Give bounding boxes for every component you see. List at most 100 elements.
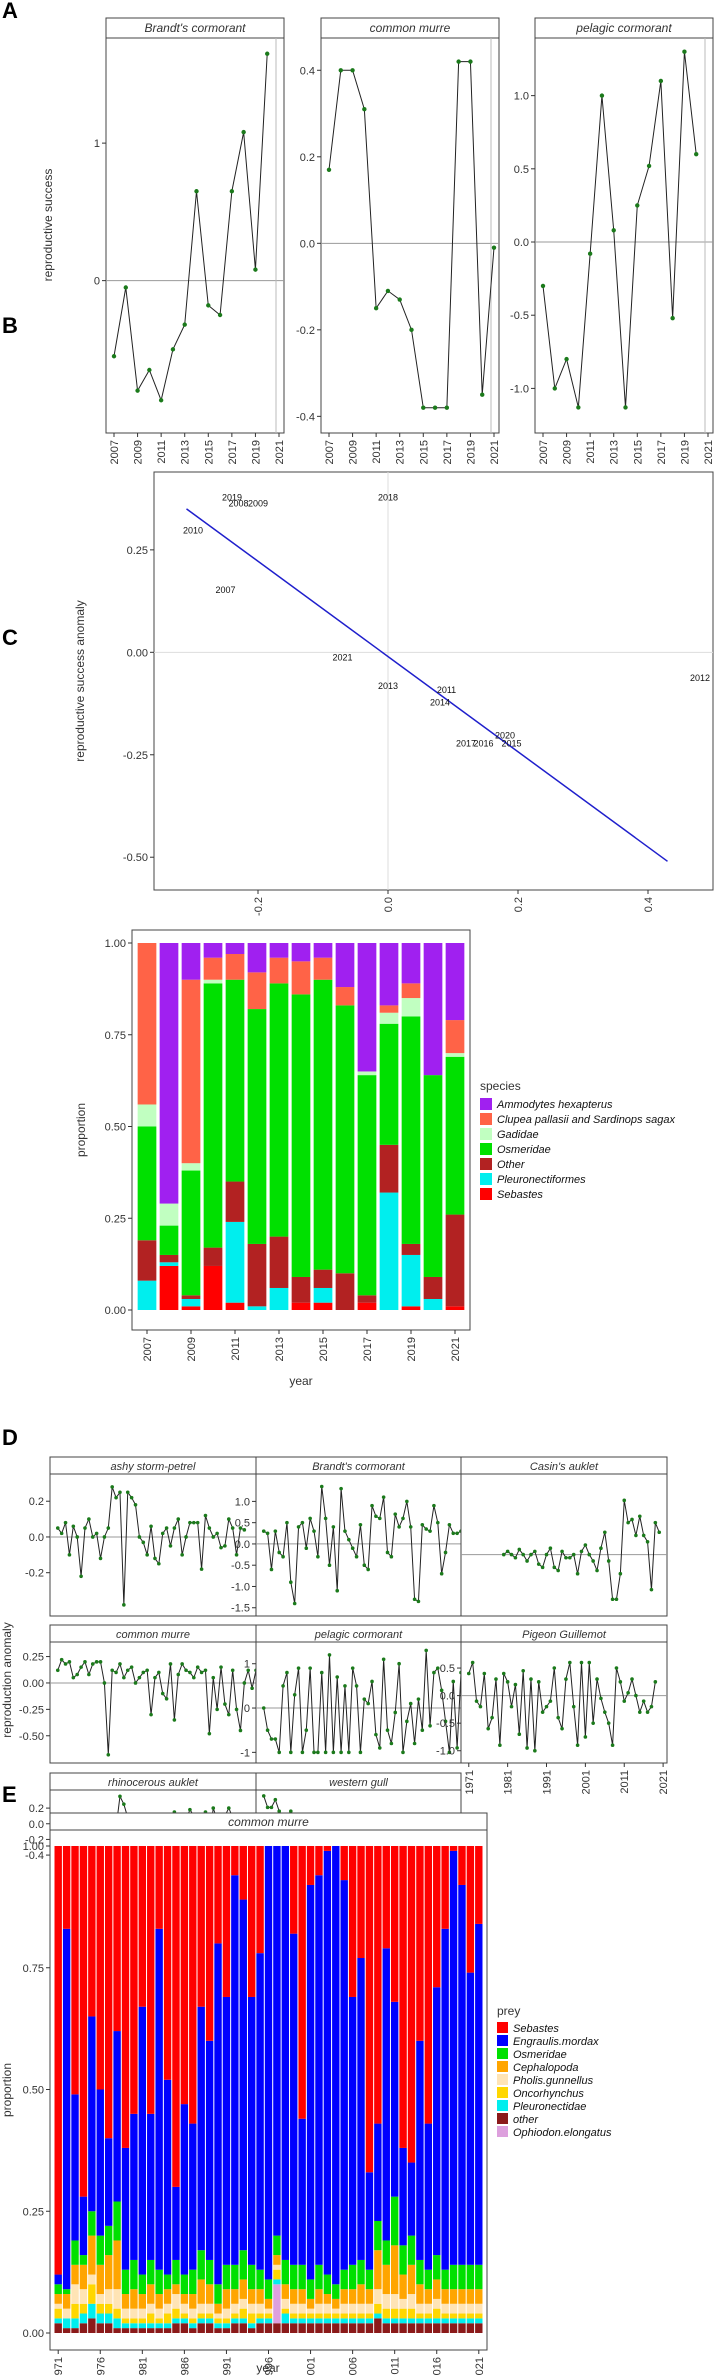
- stacked-bar-segment: [137, 1104, 157, 1127]
- stacked-bar-segment: [379, 1192, 399, 1310]
- y-tick-label: -0.2: [296, 325, 315, 337]
- stacked-bar-segment: [205, 2303, 214, 2314]
- stacked-bar-segment: [424, 2313, 433, 2319]
- x-tick-label: 2007: [324, 440, 336, 464]
- data-point: [265, 1531, 270, 1536]
- stacked-bar-segment: [79, 2313, 88, 2324]
- data-point: [595, 1677, 599, 1681]
- stacked-bar-segment: [306, 2279, 315, 2299]
- series-line: [542, 51, 697, 408]
- x-tick-label: 2011: [230, 1337, 242, 1361]
- stacked-bar-segment: [256, 2303, 264, 2314]
- y-axis-label: reproduction anomaly: [0, 1622, 14, 1737]
- stacked-bar-segment: [222, 2308, 231, 2319]
- stacked-bar-segment: [189, 2269, 197, 2295]
- stacked-bar-segment: [433, 2298, 441, 2309]
- data-point: [397, 297, 402, 302]
- stacked-bar-segment: [121, 2323, 130, 2329]
- data-point: [188, 1520, 192, 1525]
- stacked-bar-segment: [382, 2308, 390, 2319]
- x-tick-label: 2011: [156, 440, 168, 464]
- stacked-bar-segment: [54, 2284, 62, 2295]
- x-tick-label: 1981: [137, 2357, 149, 2375]
- stacked-bar-segment: [189, 2308, 197, 2319]
- data-point: [223, 1702, 227, 1706]
- stacked-bar-segment: [281, 2313, 290, 2324]
- stacked-bar-segment: [79, 2323, 88, 2333]
- stacked-bar-segment: [163, 2289, 172, 2304]
- data-point: [326, 167, 332, 172]
- stacked-bar-segment: [88, 2274, 96, 2285]
- data-point: [447, 1750, 452, 1755]
- stacked-bar-segment: [180, 2303, 189, 2314]
- stacked-bar-segment: [88, 2303, 96, 2319]
- stacked-bar-segment: [79, 2264, 88, 2290]
- stacked-bar-segment: [264, 2323, 273, 2333]
- stacked-bar-segment: [247, 943, 267, 973]
- stacked-bar-segment: [390, 2196, 399, 2246]
- stacked-bar-segment: [466, 2264, 475, 2290]
- data-point: [455, 1746, 459, 1750]
- stacked-bar-segment: [172, 2294, 180, 2309]
- stacked-bar-segment: [247, 1996, 256, 2265]
- point-label: 2018: [378, 493, 398, 503]
- data-point: [79, 1574, 83, 1579]
- point-label: 2008: [228, 499, 248, 509]
- data-point: [261, 1529, 266, 1533]
- data-point: [188, 1670, 192, 1675]
- data-point: [323, 1750, 328, 1755]
- data-point: [118, 1794, 122, 1799]
- stacked-bar-segment: [159, 1262, 179, 1266]
- stacked-bar-segment: [214, 1846, 222, 1944]
- stacked-bar-segment: [180, 2318, 189, 2324]
- data-point: [587, 251, 593, 256]
- panel-letter: E: [2, 1782, 17, 1807]
- x-tick-label: 1981: [503, 1770, 515, 1794]
- x-tick-label: 2021: [658, 1770, 670, 1794]
- legend-swatch: [480, 1128, 492, 1140]
- data-point: [145, 1553, 149, 1557]
- stacked-bar-segment: [332, 2308, 340, 2314]
- stacked-bar-segment: [416, 2313, 424, 2319]
- data-point: [595, 1568, 599, 1573]
- stacked-bar-segment: [203, 983, 223, 1248]
- regression-line: [186, 508, 668, 862]
- data-point: [670, 315, 675, 321]
- data-point: [657, 1530, 662, 1535]
- data-point: [277, 1550, 282, 1555]
- y-axis-label: proportion: [74, 1103, 88, 1157]
- x-tick-label: 2013: [274, 1337, 286, 1361]
- stacked-bar-segment: [155, 2308, 163, 2319]
- stacked-bar-segment: [71, 2303, 79, 2319]
- data-point: [397, 1525, 401, 1529]
- y-tick-label: -0.4: [296, 411, 315, 423]
- stacked-bar-segment: [379, 1012, 399, 1024]
- stacked-bar-segment: [71, 1846, 79, 2095]
- data-point: [273, 1797, 278, 1802]
- data-point: [133, 1681, 138, 1685]
- data-point: [304, 1728, 309, 1732]
- stacked-bar-segment: [365, 2313, 374, 2319]
- stacked-bar-segment: [335, 987, 355, 1006]
- data-point: [424, 1648, 428, 1653]
- stacked-bar-segment: [138, 2274, 147, 2295]
- x-tick-label: 2021: [474, 2357, 486, 2375]
- data-point: [544, 1552, 549, 1557]
- legend-swatch: [480, 1158, 492, 1170]
- y-tick-label: 1: [244, 1659, 250, 1671]
- y-tick-label: 0.00: [105, 1305, 126, 1317]
- stacked-bar-segment: [407, 2235, 416, 2265]
- data-point: [230, 1526, 235, 1530]
- data-point: [226, 1806, 231, 1810]
- legend-entry-label: Gadidae: [497, 1129, 539, 1141]
- stacked-bar-segment: [315, 2264, 323, 2290]
- data-point: [420, 1728, 425, 1732]
- stacked-bar-segment: [264, 2298, 273, 2309]
- stacked-bar-segment: [424, 2289, 433, 2304]
- data-point: [308, 1516, 312, 1521]
- y-tick-label: 0.4: [300, 65, 315, 77]
- data-point: [71, 1675, 76, 1680]
- data-point: [343, 1684, 347, 1688]
- stacked-bar-segment: [340, 1846, 348, 1881]
- data-point: [75, 1535, 80, 1539]
